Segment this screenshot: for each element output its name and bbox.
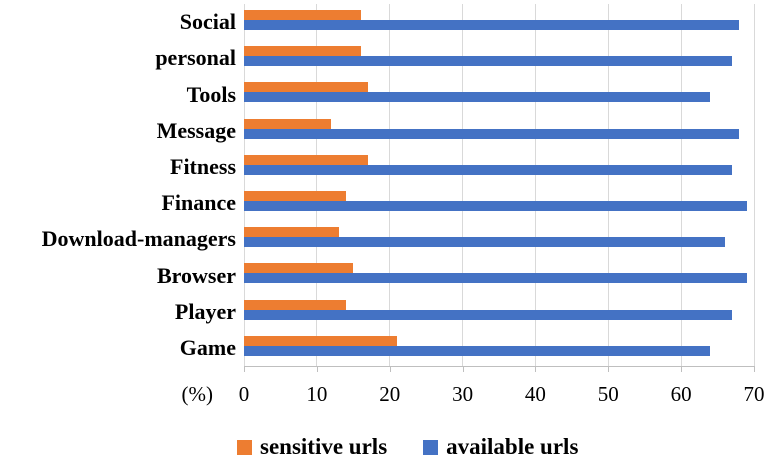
category-label-tools: Tools bbox=[186, 81, 236, 107]
category-label-game: Game bbox=[179, 334, 236, 360]
bar-sensitive-urls-tools bbox=[244, 82, 368, 93]
bar-available-urls-fitness bbox=[244, 164, 733, 175]
bar-available-urls-browser bbox=[244, 273, 747, 284]
x-tick-label-60: 60 bbox=[670, 382, 692, 406]
bar-sensitive-urls-social bbox=[244, 10, 361, 20]
x-tick-mark-0 bbox=[244, 366, 245, 372]
x-axis-unit-label: (%) bbox=[181, 382, 213, 406]
legend-label-sensitive-urls: sensitive urls bbox=[260, 434, 388, 459]
legend: sensitive urls available urls bbox=[237, 434, 578, 460]
category-label-player: Player bbox=[174, 298, 236, 324]
bar-sensitive-urls-download-managers bbox=[244, 227, 339, 238]
gridline-10 bbox=[316, 4, 318, 366]
category-label-fitness: Fitness bbox=[170, 153, 236, 179]
x-tick-label-20: 20 bbox=[379, 382, 401, 406]
gridline-20 bbox=[389, 4, 391, 366]
gridline-30 bbox=[462, 4, 464, 366]
category-label-download-managers: Download-managers bbox=[41, 226, 236, 252]
x-tick-label-10: 10 bbox=[306, 382, 328, 406]
x-tick-label-50: 50 bbox=[597, 382, 619, 406]
gridline-40 bbox=[534, 4, 536, 366]
x-tick-label-70: 70 bbox=[743, 382, 765, 406]
x-tick-label-40: 40 bbox=[524, 382, 546, 406]
gridline-60 bbox=[680, 4, 682, 366]
bar-available-urls-tools bbox=[244, 92, 711, 103]
category-label-finance: Finance bbox=[161, 190, 236, 216]
x-tick-mark-30 bbox=[462, 366, 464, 372]
x-tick-mark-60 bbox=[681, 366, 683, 372]
plot-area bbox=[243, 4, 755, 366]
bar-available-urls-social bbox=[244, 20, 740, 30]
category-label-social: Social bbox=[179, 9, 236, 35]
category-label-message: Message bbox=[156, 117, 236, 143]
legend-swatch-sensitive-urls-icon bbox=[237, 439, 252, 455]
category-axis-labels: Social personal Tools Message Fitness Finance… bbox=[0, 4, 236, 366]
gridline-50 bbox=[607, 4, 609, 366]
category-label-personal: personal bbox=[155, 45, 236, 71]
bar-sensitive-urls-fitness bbox=[244, 154, 368, 165]
legend-label-available-urls: available urls bbox=[446, 434, 579, 459]
x-tick-mark-70 bbox=[754, 366, 755, 372]
x-tick-label-30: 30 bbox=[452, 382, 474, 406]
x-tick-mark-50 bbox=[608, 366, 610, 372]
bar-sensitive-urls-finance bbox=[244, 191, 346, 201]
bar-available-urls-personal bbox=[244, 56, 733, 67]
legend-item-sensitive-urls: sensitive urls bbox=[237, 434, 387, 460]
gridline-70 bbox=[753, 4, 755, 366]
x-tick-mark-10 bbox=[316, 366, 318, 372]
x-tick-label-0: 0 bbox=[238, 382, 250, 406]
bar-available-urls-finance bbox=[244, 201, 747, 211]
bar-sensitive-urls-player bbox=[244, 299, 346, 310]
gridline-0 bbox=[243, 4, 245, 366]
bar-sensitive-urls-personal bbox=[244, 46, 361, 57]
bar-sensitive-urls-browser bbox=[244, 263, 354, 274]
bar-available-urls-player bbox=[244, 309, 733, 320]
legend-swatch-available-urls-icon bbox=[423, 439, 439, 455]
legend-item-available-urls: available urls bbox=[423, 434, 578, 460]
x-tick-mark-20 bbox=[389, 366, 391, 372]
bar-available-urls-download-managers bbox=[244, 237, 725, 248]
bar-available-urls-message bbox=[244, 128, 740, 139]
x-tick-mark-40 bbox=[535, 366, 537, 372]
category-label-browser: Browser bbox=[156, 262, 236, 288]
x-axis-line bbox=[244, 366, 755, 367]
bar-sensitive-urls-game bbox=[244, 335, 397, 346]
bar-available-urls-game bbox=[244, 345, 711, 356]
bar-sensitive-urls-message bbox=[244, 118, 332, 129]
